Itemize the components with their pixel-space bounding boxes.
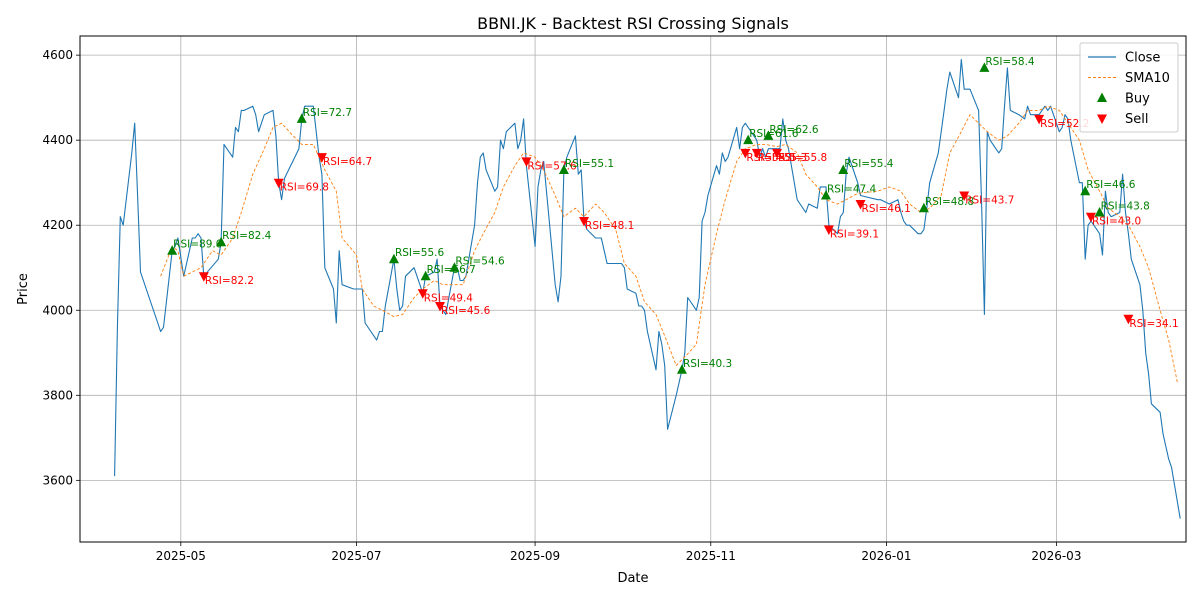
buy-marker [167,245,178,255]
legend-sell-swatch [1097,114,1107,124]
buy-rsi-label: RSI=55.1 [565,158,614,170]
x-tick-label: 2025-11 [686,549,736,563]
legend-label-sma: SMA10 [1125,71,1170,86]
sell-marker [316,153,327,163]
buy-rsi-label: RSI=43.8 [1101,200,1150,212]
sell-rsi-label: RSI=82.2 [205,275,254,287]
sell-marker [1085,212,1096,223]
sell-rsi-label: RSI=46.1 [862,203,911,215]
buy-rsi-label: RSI=48.8 [925,196,974,208]
x-tick-label: 2025-09 [510,549,560,563]
sell-marker [198,272,209,282]
sell-marker [1123,314,1134,325]
legend-label-sell: Sell [1125,112,1148,127]
y-axis-label: Price [16,273,31,305]
sell-marker [417,289,428,299]
buy-rsi-label: RSI=47.4 [827,183,877,195]
buy-rsi-label: RSI=46.6 [1086,179,1136,191]
sell-marker [855,199,866,210]
buy-marker [216,236,227,247]
buy-rsi-label: RSI=54.6 [455,256,505,268]
sell-rsi-label: RSI=48.1 [585,220,634,232]
buy-marker [763,130,774,140]
chart-title: BBNI.JK - Backtest RSI Crossing Signals [477,14,789,33]
sell-rsi-label: RSI=49.4 [424,292,474,304]
x-tick-label: 2026-01 [861,549,911,563]
grid [80,36,1186,542]
sell-rsi-label: RSI=69.8 [280,182,329,194]
sell-marker [521,157,532,167]
sell-marker [273,178,284,189]
buy-rsi-label: RSI=55.6 [395,247,445,259]
sell-marker [959,191,970,201]
sell-rsi-label: RSI=55.3 [758,152,807,164]
buy-rsi-label: RSI=62.6 [769,124,819,136]
buy-marker [918,202,929,213]
series-layer [114,58,1181,519]
sell-marker [751,148,762,159]
legend: Close SMA10 Buy Sell [1079,42,1179,133]
buy-rsi-label: RSI=89.0 [173,239,222,251]
x-tick-label: 2026-03 [1031,549,1081,563]
sell-marker [579,216,590,227]
legend-buy-swatch [1097,92,1107,102]
buy-rsi-label: RSI=82.4 [222,230,272,242]
buy-marker [820,189,831,200]
y-tick-label: 4000 [42,303,73,317]
buy-marker [1080,185,1091,196]
sma10-series-line [160,105,1178,383]
x-tick-label: 2025-07 [331,549,381,563]
sell-marker [1034,114,1045,125]
x-axis-label: Date [617,571,648,586]
sell-rsi-label: RSI=45.6 [441,305,491,317]
buy-rsi-label: RSI=55.4 [844,158,894,170]
sell-marker [772,148,783,159]
buy-marker [420,270,431,281]
y-tick-label: 4600 [42,48,73,62]
buy-marker [296,113,307,123]
buy-rsi-label: RSI=61.6 [749,128,799,140]
sell-marker [823,225,834,235]
buy-rsi-label: RSI=58.4 [985,56,1035,68]
sell-rsi-label: RSI=52.2 [1040,118,1089,130]
ticks-layer: 3600 3800 4000 4200 4400 4600 2025-05 2025-07 20… [42,48,1081,563]
y-tick-label: 4200 [42,218,73,232]
y-tick-label: 4400 [42,133,73,147]
buy-rsi-label: RSI=72.7 [303,107,352,119]
sell-rsi-label: RSI=43.0 [1092,216,1141,228]
y-tick-label: 3800 [42,388,73,402]
buy-marker [1094,206,1105,217]
y-tick-label: 3600 [42,473,73,487]
buy-marker [743,134,754,145]
sell-rsi-label: RSI=43.7 [965,194,1014,206]
x-tick-label: 2025-05 [156,549,206,563]
sell-marker [740,148,751,159]
close-series-line [114,58,1181,519]
sell-rsi-label: RSI=39.1 [830,228,879,240]
axes-frame [79,35,1187,543]
buy-marker [979,62,990,72]
buy-marker [676,364,687,374]
legend-label-close: Close [1125,51,1160,66]
buy-marker [449,262,460,272]
sell-rsi-label: RSI=64.7 [323,156,372,168]
signals-layer: RSI=89.0 RSI=82.2 RSI=82.4 RSI=69.8 RSI=72.7… [167,56,1179,374]
legend-box [1079,42,1179,133]
buy-marker [838,164,849,174]
buy-marker [388,253,399,264]
sell-rsi-label: RSI=34.1 [1129,318,1178,330]
sell-marker [435,302,446,312]
sell-rsi-label: RSI=55.8 [778,152,827,164]
buy-marker [558,164,569,174]
legend-label-buy: Buy [1125,92,1150,107]
buy-rsi-label: RSI=40.3 [683,358,732,370]
